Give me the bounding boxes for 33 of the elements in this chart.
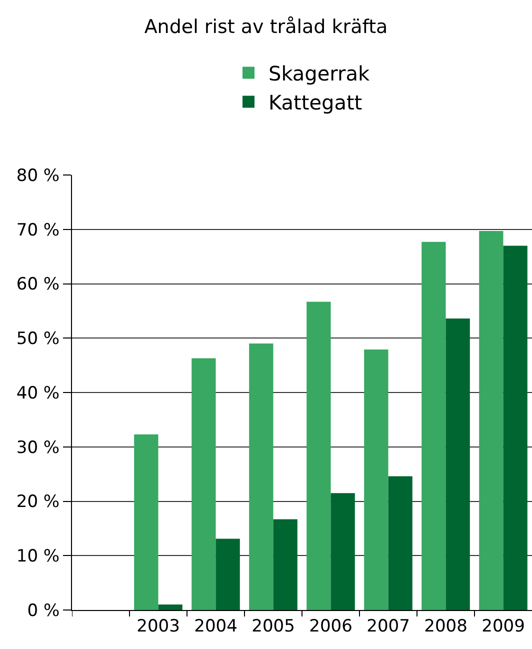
legend-label: Kattegatt	[268, 90, 362, 114]
y-tick-label: 0 %	[27, 600, 60, 621]
bar	[249, 344, 274, 610]
x-tick-label: 2004	[194, 616, 238, 636]
bar	[446, 318, 470, 610]
bar	[422, 242, 446, 610]
y-tick-label: 70 %	[16, 220, 60, 240]
bar	[306, 302, 331, 610]
x-tick-label: 2006	[309, 616, 352, 636]
y-tick-label: 20 %	[16, 492, 60, 512]
bar	[479, 231, 504, 610]
x-tick-label: 2007	[366, 616, 410, 636]
bar	[503, 246, 528, 610]
y-tick-label: 80 %	[16, 166, 60, 186]
bar	[364, 350, 388, 610]
bar	[273, 519, 298, 610]
bar	[158, 604, 182, 610]
x-tick-label: 2005	[252, 616, 295, 636]
bar	[330, 493, 355, 610]
bar	[192, 358, 216, 610]
y-tick-label: 50 %	[16, 329, 60, 350]
x-tick-label: 2009	[482, 616, 525, 636]
chart-title: Andel rist av trålad kräfta	[144, 16, 388, 38]
y-tick-label: 40 %	[16, 383, 60, 404]
y-tick-label: 10 %	[16, 546, 60, 567]
x-tick-label: 2008	[424, 616, 468, 636]
bar	[134, 434, 158, 610]
y-tick-label: 30 %	[16, 438, 60, 458]
x-tick-label: 2003	[136, 616, 180, 636]
legend-label: Skagerrak	[268, 62, 370, 86]
bar	[216, 538, 240, 610]
y-tick-label: 60 %	[16, 274, 60, 295]
bar	[388, 476, 412, 610]
